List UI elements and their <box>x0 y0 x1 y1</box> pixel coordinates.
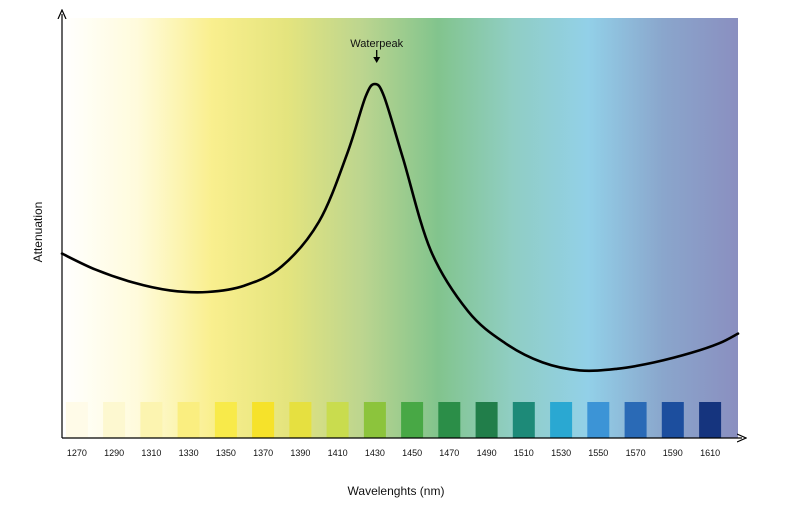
x-tick-label: 1550 <box>588 448 608 458</box>
x-tick-label: 1450 <box>402 448 422 458</box>
x-tick-label: 1570 <box>626 448 646 458</box>
x-tick-label: 1490 <box>477 448 497 458</box>
x-tick-label: 1530 <box>551 448 571 458</box>
x-tick-label: 1470 <box>439 448 459 458</box>
swatch-1370 <box>252 402 275 438</box>
waterpeak-annotation: Waterpeak <box>350 38 404 63</box>
swatch-1510 <box>512 402 535 438</box>
x-tick-label: 1370 <box>253 448 273 458</box>
x-tick-label: 1590 <box>663 448 683 458</box>
swatch-1590 <box>661 402 684 438</box>
plot-background <box>62 18 738 438</box>
swatch-1550 <box>587 402 610 438</box>
wavelength-swatches <box>65 402 722 438</box>
attenuation-curve <box>60 82 740 373</box>
waterpeak-label: Waterpeak <box>350 38 403 50</box>
swatch-1430 <box>363 402 386 438</box>
swatch-1270 <box>65 402 88 438</box>
swatch-1570 <box>624 402 647 438</box>
swatch-1470 <box>438 402 461 438</box>
x-tick-label: 1410 <box>328 448 348 458</box>
waterpeak-arrowhead <box>373 57 381 63</box>
swatch-1450 <box>401 402 424 438</box>
x-tick-label: 1510 <box>514 448 534 458</box>
x-tick-label: 1350 <box>216 448 236 458</box>
swatch-1610 <box>699 402 722 438</box>
swatch-1390 <box>289 402 312 438</box>
x-tick-label: 1390 <box>290 448 310 458</box>
x-tick-label: 1270 <box>67 448 87 458</box>
swatch-1350 <box>214 402 237 438</box>
x-tick-label: 1610 <box>700 448 720 458</box>
swatch-1330 <box>177 402 200 438</box>
x-tick-label: 1430 <box>365 448 385 458</box>
swatch-1410 <box>326 402 349 438</box>
x-tick-label: 1330 <box>179 448 199 458</box>
x-tick-labels: 1270 1290 1310 1330 1350 1370 1390 1410 1430 1450… <box>67 448 720 458</box>
swatch-1310 <box>140 402 163 438</box>
swatch-1490 <box>475 402 498 438</box>
swatch-1290 <box>103 402 126 438</box>
x-tick-label: 1310 <box>141 448 161 458</box>
y-axis-label: Attenuation <box>31 202 45 263</box>
x-axis-label: Wavelenghts (nm) <box>348 484 445 498</box>
x-tick-label: 1290 <box>104 448 124 458</box>
swatch-1530 <box>550 402 573 438</box>
